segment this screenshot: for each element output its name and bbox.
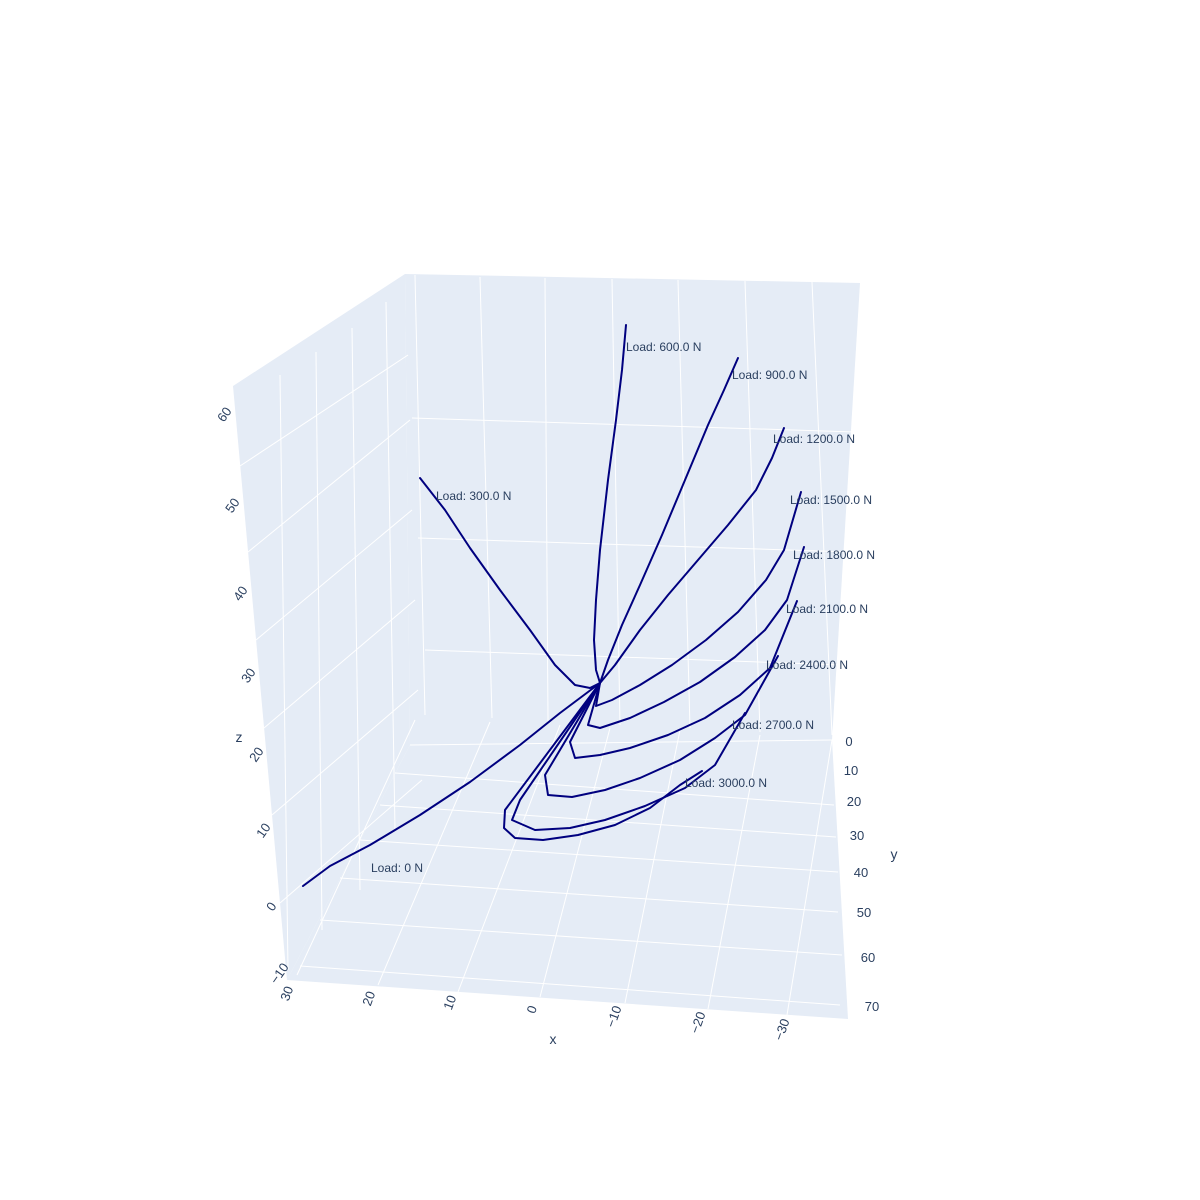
series-line bbox=[587, 546, 805, 729]
x-tick-label: −20 bbox=[687, 1010, 709, 1036]
grid-line bbox=[377, 721, 491, 986]
x-tick-label: −10 bbox=[603, 1004, 625, 1030]
series-line bbox=[544, 655, 779, 798]
grid-line bbox=[544, 277, 549, 723]
grid-line bbox=[385, 301, 396, 831]
z-tick-label: 0 bbox=[263, 899, 279, 914]
series-label: Load: 2700.0 N bbox=[732, 718, 814, 732]
grid-line bbox=[319, 919, 843, 956]
grid-line bbox=[414, 274, 426, 716]
grid-line bbox=[624, 729, 681, 1004]
series-line bbox=[595, 491, 802, 707]
side-wall-yz bbox=[233, 274, 410, 980]
z-axis-title: z bbox=[236, 729, 243, 745]
grid-line bbox=[707, 734, 761, 1010]
y-tick-label: 30 bbox=[850, 828, 864, 843]
grid-line bbox=[786, 739, 833, 1016]
grid-lines bbox=[239, 274, 856, 1016]
series-line bbox=[599, 427, 785, 684]
grid-line bbox=[351, 327, 361, 891]
grid-line bbox=[239, 354, 409, 467]
grid-line bbox=[296, 719, 416, 976]
y-tick-label: 70 bbox=[865, 999, 879, 1014]
series-label: Load: 600.0 N bbox=[626, 340, 701, 354]
grid-line bbox=[271, 689, 419, 816]
x-tick-label: 0 bbox=[523, 1003, 540, 1015]
series-label: Load: 1200.0 N bbox=[773, 432, 855, 446]
grid-line bbox=[263, 599, 416, 729]
grid-line bbox=[539, 727, 611, 998]
z-tick-label: 10 bbox=[253, 820, 274, 840]
z-tick-label: 50 bbox=[222, 495, 243, 515]
z-tick-label: 30 bbox=[238, 665, 259, 685]
grid-line bbox=[417, 537, 851, 553]
series-label: Load: 2400.0 N bbox=[766, 658, 848, 672]
x-tick-label: 20 bbox=[359, 989, 378, 1008]
series-line bbox=[599, 357, 739, 684]
trace-labels: Load: 0 N Load: 300.0 N Load: 600.0 N Load:… bbox=[371, 340, 875, 875]
grid-line bbox=[479, 276, 493, 719]
grid-line bbox=[279, 779, 423, 904]
z-tick-label: 60 bbox=[214, 404, 235, 424]
grid-line bbox=[299, 965, 841, 1006]
grid-line bbox=[409, 739, 833, 746]
y-tick-label: 0 bbox=[845, 734, 852, 749]
series-line bbox=[569, 600, 798, 759]
axis-ticks: 30 20 10 0 −10 −20 −30010203040506070−10010203… bbox=[214, 404, 879, 1042]
y-tick-label: 60 bbox=[861, 950, 875, 965]
series-line bbox=[593, 324, 627, 684]
grid-line bbox=[359, 839, 839, 873]
x-axis-title: x bbox=[550, 1031, 557, 1047]
y-axis-title: y bbox=[891, 846, 898, 862]
x-tick-label: −30 bbox=[771, 1017, 793, 1043]
grid-line bbox=[255, 509, 413, 641]
series-label: Load: 2100.0 N bbox=[786, 602, 868, 616]
grid-line bbox=[247, 419, 411, 553]
back-wall-xz bbox=[405, 274, 860, 745]
series-label: Load: 300.0 N bbox=[436, 489, 511, 503]
y-tick-label: 40 bbox=[854, 865, 868, 880]
series-label: Load: 900.0 N bbox=[732, 368, 807, 382]
series-line bbox=[503, 682, 703, 841]
grid-line bbox=[457, 724, 561, 993]
series-line bbox=[511, 682, 746, 831]
series-line bbox=[419, 477, 601, 689]
grid-line bbox=[611, 278, 621, 726]
grid-line bbox=[339, 877, 839, 913]
y-tick-label: 20 bbox=[847, 794, 861, 809]
trace-lines bbox=[302, 324, 805, 887]
grid-line bbox=[379, 804, 837, 838]
x-tick-label: 10 bbox=[440, 993, 459, 1012]
grid-line bbox=[411, 417, 856, 433]
y-tick-label: 50 bbox=[857, 905, 871, 920]
grid-line bbox=[744, 280, 761, 733]
z-tick-label: 20 bbox=[246, 744, 267, 764]
series-label: Load: 1500.0 N bbox=[790, 493, 872, 507]
series-label: Load: 1800.0 N bbox=[793, 548, 875, 562]
series-label: Load: 3000.0 N bbox=[685, 776, 767, 790]
grid-line bbox=[315, 351, 323, 931]
z-tick-label: 40 bbox=[230, 583, 251, 603]
series-label: Load: 0 N bbox=[371, 861, 423, 875]
x-tick-label: 30 bbox=[277, 984, 296, 1003]
y-tick-label: 10 bbox=[844, 763, 858, 778]
grid-line bbox=[811, 281, 833, 736]
grid-line bbox=[394, 772, 835, 806]
series-line bbox=[302, 682, 601, 887]
grid-line bbox=[279, 374, 289, 971]
